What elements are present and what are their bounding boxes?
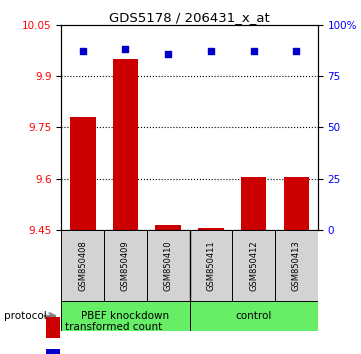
- Bar: [190, 301, 318, 331]
- Title: GDS5178 / 206431_x_at: GDS5178 / 206431_x_at: [109, 11, 270, 24]
- Bar: [198, 228, 224, 230]
- Bar: [190, 230, 232, 301]
- Point: [80, 48, 86, 54]
- Bar: [104, 230, 147, 301]
- Bar: [241, 177, 266, 230]
- Text: PBEF knockdown: PBEF knockdown: [81, 311, 170, 321]
- Bar: [61, 301, 190, 331]
- Text: protocol: protocol: [4, 311, 46, 321]
- Bar: [46, 349, 60, 354]
- Bar: [232, 230, 275, 301]
- Bar: [283, 177, 309, 230]
- Text: GSM850408: GSM850408: [78, 240, 87, 291]
- Text: GSM850413: GSM850413: [292, 240, 301, 291]
- Bar: [61, 230, 104, 301]
- Text: GSM850411: GSM850411: [206, 240, 216, 291]
- Bar: [70, 117, 96, 230]
- Point: [165, 51, 171, 56]
- Bar: [46, 317, 60, 338]
- Text: transformed count: transformed count: [65, 322, 162, 332]
- Bar: [147, 230, 190, 301]
- Text: GSM850409: GSM850409: [121, 240, 130, 291]
- Bar: [155, 225, 181, 230]
- Point: [251, 48, 256, 54]
- Point: [123, 47, 129, 52]
- Point: [208, 48, 214, 54]
- Point: [293, 48, 299, 54]
- Bar: [275, 230, 318, 301]
- Text: GSM850412: GSM850412: [249, 240, 258, 291]
- Text: control: control: [235, 311, 272, 321]
- Bar: [113, 59, 138, 230]
- Text: GSM850410: GSM850410: [164, 240, 173, 291]
